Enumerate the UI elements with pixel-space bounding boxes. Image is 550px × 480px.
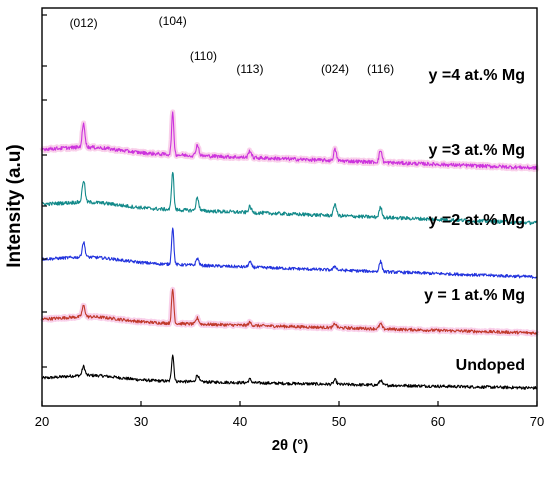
peak-label-0: (012)	[70, 16, 98, 30]
series-label-1: y = 1 at.% Mg	[424, 287, 525, 304]
x-tick-label-30: 30	[134, 414, 148, 429]
series-line-1	[41, 288, 538, 335]
x-tick-label-70: 70	[530, 414, 544, 429]
peak-label-2: (110)	[190, 49, 217, 63]
peak-label-5: (116)	[367, 62, 394, 76]
peak-labels: (012) (104) (110) (113) (024) (116)	[70, 14, 395, 76]
plot-frame	[41, 7, 538, 407]
series-line-0	[41, 354, 538, 390]
y-axis-ticks	[42, 14, 47, 368]
y-axis-title: Intensity (a.u)	[4, 144, 25, 268]
series-line-3	[41, 171, 538, 226]
x-tick-label-20: 20	[35, 414, 49, 429]
series-line-4	[41, 111, 538, 171]
series-label-0: Undoped	[456, 357, 525, 374]
x-tick-label-50: 50	[332, 414, 346, 429]
x-axis-ticks: 20 30 40 50 60 70	[35, 401, 544, 429]
series-label-3: y =3 at.% Mg	[429, 142, 525, 159]
x-tick-label-60: 60	[431, 414, 445, 429]
peak-label-4: (024)	[321, 62, 349, 76]
x-tick-label-40: 40	[233, 414, 247, 429]
series-layer	[39, 109, 540, 390]
x-axis-title: 2θ (°)	[272, 437, 309, 454]
series-label-2: y =2 at.% Mg	[429, 212, 525, 229]
series-line-2	[41, 227, 538, 279]
peak-label-3: (113)	[236, 62, 263, 76]
peak-label-1: (104)	[159, 14, 187, 28]
series-labels: Undoped y = 1 at.% Mg y =2 at.% Mg y =3 at.…	[424, 67, 525, 374]
series-label-4: y =4 at.% Mg	[429, 67, 525, 84]
